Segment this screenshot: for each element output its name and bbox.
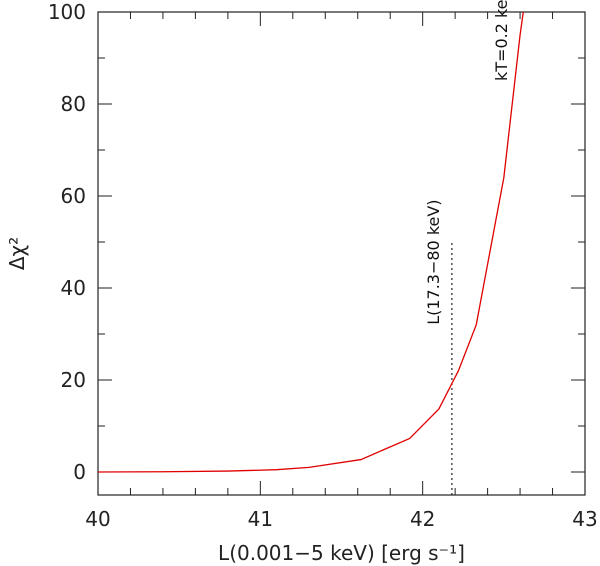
annotation-label: kT=0.2 keV (492, 0, 511, 81)
y-tick-label: 20 (61, 368, 86, 392)
annotation-label: L(17.3−80 keV) (424, 199, 443, 324)
y-tick-label: 100 (48, 0, 86, 24)
y-tick-label: 40 (61, 276, 86, 300)
y-tick-label: 80 (61, 92, 86, 116)
series-line (97, 11, 524, 473)
x-tick-label: 41 (248, 507, 273, 531)
x-tick-label: 42 (410, 507, 435, 531)
y-tick-label: 0 (73, 460, 86, 484)
plot-area: 40 41 42 43 0 20 40 60 80 100 L(17.3−80 keV) kT=0.2… (48, 0, 598, 531)
y-tick-label: 60 (61, 184, 86, 208)
plot-frame (97, 11, 586, 496)
x-tick-label: 43 (572, 507, 597, 531)
y-axis-title: Δχ² (5, 237, 29, 270)
x-axis-title: L(0.001−5 keV) [erg s⁻¹] (218, 541, 465, 565)
x-tick-label: 40 (85, 507, 110, 531)
